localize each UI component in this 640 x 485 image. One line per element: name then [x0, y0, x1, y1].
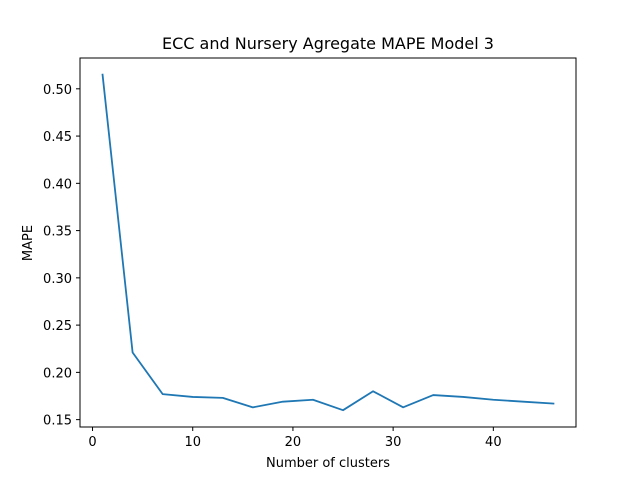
x-tick-label: 30	[385, 435, 402, 450]
y-tick-label: 0.35	[43, 225, 72, 240]
y-tick-label: 0.40	[43, 177, 72, 192]
plot-area	[101, 73, 555, 412]
x-tick-label: 40	[485, 435, 502, 450]
y-tick-label: 0.20	[43, 366, 72, 381]
x-tick-label: 0	[88, 435, 96, 450]
y-axis-label: MAPE	[21, 225, 36, 261]
y-tick-label: 0.50	[43, 83, 72, 98]
chart-title: ECC and Nursery Agregate MAPE Model 3	[162, 34, 494, 53]
plot-frame	[79, 57, 577, 428]
x-tick-label: 20	[285, 435, 302, 450]
x-axis-label: Number of clusters	[266, 456, 390, 471]
y-axis: 0.15 0.20 0.25 0.30 0.35 0.40 0.45 0.50	[43, 83, 80, 429]
x-axis: 0 10 20 30 40	[88, 427, 502, 450]
y-tick-label: 0.25	[43, 319, 72, 334]
series-line	[101, 73, 555, 412]
y-tick-label: 0.15	[43, 414, 72, 429]
y-tick-label: 0.30	[43, 272, 72, 287]
x-tick-label: 10	[184, 435, 201, 450]
y-tick-label: 0.45	[43, 130, 72, 145]
